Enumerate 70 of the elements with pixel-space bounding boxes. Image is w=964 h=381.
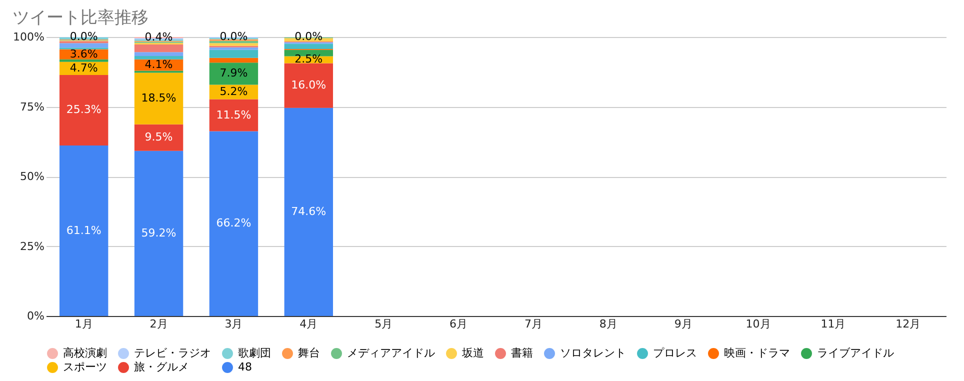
legend-label: テレビ・ラジオ xyxy=(134,346,211,360)
legend-label: 歌劇団 xyxy=(238,346,271,360)
bar xyxy=(284,108,334,316)
data-label: 74.6% xyxy=(291,204,326,218)
bar xyxy=(209,131,258,316)
legend-label: プロレス xyxy=(653,346,697,360)
data-label: 4.1% xyxy=(144,58,173,72)
bar xyxy=(134,124,184,151)
data-label: 0.4% xyxy=(144,30,173,44)
legend-label: 坂道 xyxy=(461,346,484,360)
data-label: 9.5% xyxy=(144,130,173,144)
bar xyxy=(134,56,184,60)
chart-title: ツイート比率推移 xyxy=(12,8,149,28)
x-tick-label: 3月 xyxy=(224,318,243,330)
x-tick-label: 11月 xyxy=(820,318,846,330)
data-label: 0.0% xyxy=(220,30,248,43)
data-label: 25.3% xyxy=(66,103,102,116)
legend-label: 書籍 xyxy=(511,346,533,360)
data-label: 18.5% xyxy=(141,92,176,105)
data-label: 7.9% xyxy=(220,66,248,80)
bar xyxy=(134,150,184,316)
data-label: 11.5% xyxy=(216,108,252,122)
data-label: 66.2% xyxy=(216,216,252,230)
bar xyxy=(209,50,258,58)
x-tick-label: 9月 xyxy=(674,318,692,330)
data-label: 3.6% xyxy=(70,47,98,60)
data-label: 16.0% xyxy=(291,78,326,92)
legend-label: 映画・ドラマ xyxy=(724,346,790,360)
bar xyxy=(284,44,334,49)
bar xyxy=(134,72,184,124)
legend-label: 48 xyxy=(238,360,252,374)
bar xyxy=(209,58,258,63)
x-tick-label: 1月 xyxy=(74,318,93,330)
bar xyxy=(134,52,184,56)
legend-label: 高校演劇 xyxy=(63,346,107,360)
bar xyxy=(209,47,258,50)
x-tick-label: 2月 xyxy=(150,318,168,330)
bar xyxy=(209,62,258,85)
x-tick-label: 4月 xyxy=(300,318,318,330)
bar xyxy=(209,99,258,132)
data-label: 59.2% xyxy=(141,226,176,240)
x-tick-label: 5月 xyxy=(374,318,393,330)
legend-label: ライブアイドル xyxy=(817,346,894,360)
bar xyxy=(59,146,108,316)
x-tick-label: 10月 xyxy=(746,318,771,330)
x-tick-label: 8月 xyxy=(599,318,618,330)
y-tick-label: 50% xyxy=(20,170,44,183)
bar xyxy=(209,43,258,46)
bar xyxy=(59,74,108,146)
bar xyxy=(59,43,108,48)
legend-label: ソロタレント xyxy=(560,346,626,360)
y-tick-label: 75% xyxy=(20,100,44,114)
data-label: 2.5% xyxy=(294,52,323,66)
y-tick-label: 25% xyxy=(20,240,44,253)
bar xyxy=(284,63,334,108)
data-label: 0.0% xyxy=(70,30,98,43)
x-tick-label: 12月 xyxy=(896,318,921,330)
data-label: 5.2% xyxy=(220,84,248,98)
bar xyxy=(134,44,184,52)
bar xyxy=(59,59,108,62)
x-tick-label: 6月 xyxy=(450,318,468,330)
y-tick-label: 0% xyxy=(27,310,44,322)
x-tick-label: 7月 xyxy=(524,318,542,330)
legend-label: メディアアイドル xyxy=(347,346,435,360)
data-label: 61.1% xyxy=(66,224,102,237)
legend-label: 舞台 xyxy=(298,346,320,360)
legend-label: スポーツ xyxy=(63,360,107,374)
y-tick-label: 100% xyxy=(13,30,44,44)
legend-label: 旅・グルメ xyxy=(134,360,189,374)
data-label: 4.7% xyxy=(70,61,98,74)
